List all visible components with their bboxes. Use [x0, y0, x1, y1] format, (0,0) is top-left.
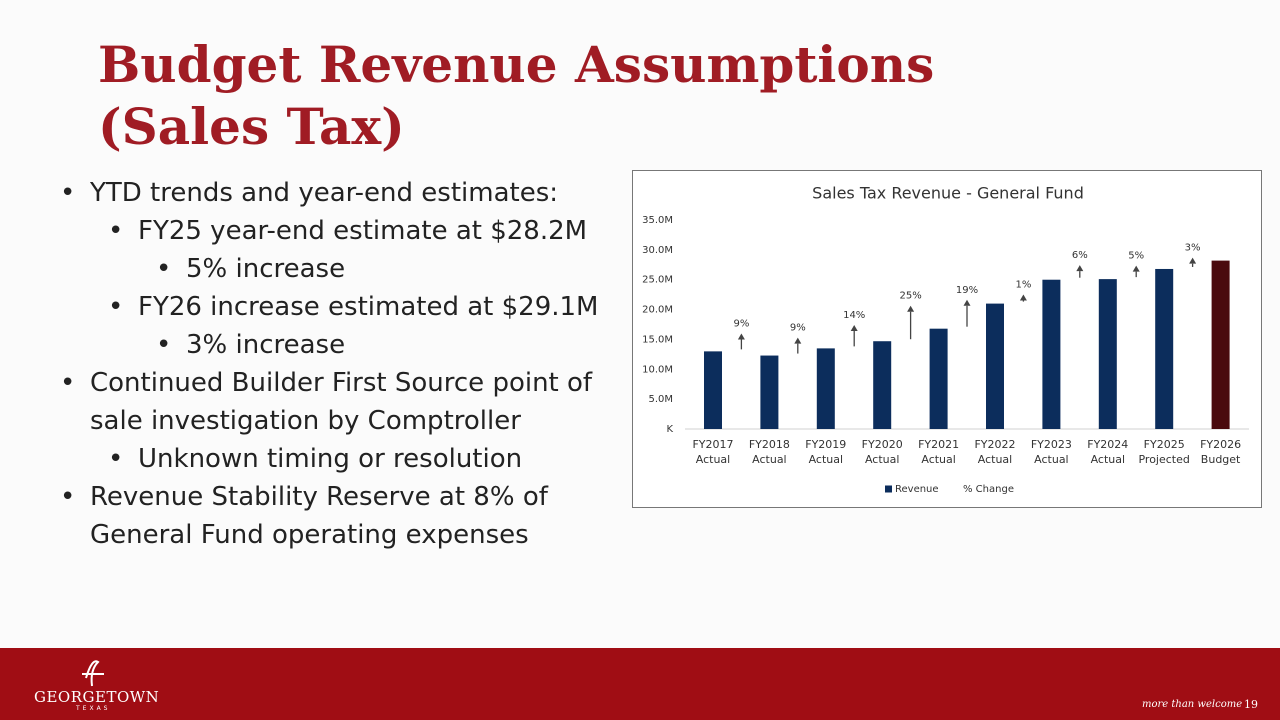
logo: GEORGETOWN [34, 688, 160, 706]
y-tick-label: 35.0M [642, 215, 673, 226]
bullet-list: YTD trends and year-end estimates:FY25 y… [60, 174, 630, 554]
bar [929, 328, 948, 429]
x-tick-label: FY2025 Projected [1138, 438, 1190, 466]
change-arrow-head [907, 305, 915, 312]
change-arrow-head [850, 324, 858, 331]
x-tick-label: FY2023 Actual [1030, 438, 1072, 466]
change-label: 19% [956, 285, 978, 296]
logo-mark [82, 660, 104, 687]
x-tick-label: FY2024 Actual [1087, 438, 1129, 466]
slide-title: Budget Revenue Assumptions (Sales Tax) [98, 35, 935, 156]
x-tick-label: FY2018 Actual [748, 438, 790, 466]
bullet: 5% increase [156, 250, 630, 288]
chart-svg: Sales Tax Revenue - General Fund K 5.0M 10… [642, 184, 1249, 495]
bar [986, 303, 1004, 429]
x-tick-label: FY2026 Budget [1200, 438, 1242, 466]
y-tick-label: 30.0M [642, 245, 673, 256]
chart: Sales Tax Revenue - General Fund K 5.0M 10… [632, 170, 1262, 508]
bar [816, 348, 835, 429]
bar [760, 355, 779, 429]
x-tick-label: FY2019 Actual [805, 438, 847, 466]
change-arrow-head [963, 299, 971, 306]
legend-label: Revenue [895, 484, 939, 495]
x-tick-label: FY2020 Actual [861, 438, 903, 466]
bullet: FY25 year-end estimate at $28.2M [108, 212, 630, 250]
bar [1211, 260, 1230, 429]
bullet: 3% increase [156, 326, 630, 364]
change-arrow-head [737, 333, 745, 340]
x-tick-label: FY2021 Actual [918, 438, 960, 466]
bar [1155, 268, 1174, 429]
tagline: more than welcome [1142, 699, 1243, 710]
bar [873, 341, 892, 429]
footer: GEORGETOWN TEXAS more than welcome 19 [0, 648, 1280, 720]
x-tick-label: FY2017 Actual [692, 438, 734, 466]
change-label: 5% [1128, 251, 1144, 262]
y-tick-label: K [666, 424, 673, 435]
y-tick-label: 25.0M [642, 275, 673, 286]
change-label: 9% [790, 323, 806, 334]
change-arrow-head [794, 337, 802, 344]
bullet: FY26 increase estimated at $29.1M [108, 288, 630, 326]
x-tick-label: FY2022 Actual [974, 438, 1016, 466]
change-arrow-head [1019, 294, 1027, 301]
y-tick-label: 15.0M [642, 334, 673, 345]
legend-label: % Change [963, 484, 1014, 495]
logo-sub: TEXAS [76, 705, 111, 712]
y-tick-label: 20.0M [642, 305, 673, 316]
bar [704, 351, 722, 429]
change-label: 25% [899, 291, 921, 302]
change-arrow-head [1132, 265, 1140, 272]
change-label: 3% [1185, 243, 1201, 254]
chart-title: Sales Tax Revenue - General Fund [812, 184, 1084, 203]
bullet: YTD trends and year-end estimates: [60, 174, 630, 212]
change-arrow-head [1076, 265, 1084, 272]
bar [1098, 279, 1117, 429]
bar [1042, 279, 1061, 429]
change-label: 14% [843, 310, 865, 321]
y-tick-label: 5.0M [648, 394, 673, 405]
legend-swatch [885, 485, 892, 493]
change-label: 6% [1072, 250, 1088, 261]
y-tick-label: 10.0M [642, 364, 673, 375]
page-number: 19 [1244, 698, 1258, 711]
change-arrow-head [1189, 257, 1197, 264]
bullet: Revenue Stability Reserve at 8% of Gener… [60, 478, 630, 554]
bullet: Unknown timing or resolution [108, 440, 630, 478]
change-label: 9% [733, 318, 749, 329]
bullet: Continued Builder First Source point of … [60, 364, 630, 440]
change-label: 1% [1015, 280, 1031, 291]
